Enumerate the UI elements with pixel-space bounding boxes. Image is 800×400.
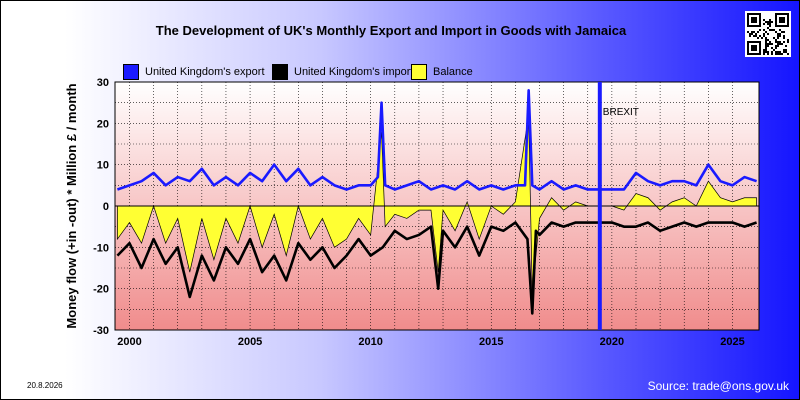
legend-item-import: United Kingdom's import [272, 63, 414, 81]
series-import-line [116, 221, 758, 315]
legend-label-export: United Kingdom's export [145, 66, 265, 78]
y-tick-label: -20 [93, 284, 109, 296]
legend-item-export: United Kingdom's export [123, 63, 265, 81]
y-axis-label: Money flow (+in -out) * Million £ / mont… [64, 83, 79, 328]
legend-item-balance: Balance [411, 63, 473, 81]
y-tick-label: 0 [103, 201, 109, 213]
legend-swatch-export [123, 64, 139, 80]
x-tick-label: 2015 [479, 336, 503, 348]
series-balance-area [117, 115, 757, 293]
qr-code-icon [745, 11, 791, 57]
brexit-label: BREXIT [603, 107, 639, 118]
y-tick-label: 20 [97, 118, 109, 130]
date-stamp: 20.8.2026 [27, 381, 63, 390]
y-tick-label: -30 [93, 325, 109, 337]
x-tick-label: 2020 [600, 336, 624, 348]
x-tick-label: 2010 [358, 336, 382, 348]
legend-swatch-balance [411, 64, 427, 80]
chart-title: The Development of UK's Monthly Export a… [155, 23, 627, 38]
source-credit: Source: trade@ons.gov.uk [647, 379, 789, 393]
x-tick-label: 2005 [238, 336, 262, 348]
x-tick-label: 2000 [117, 336, 141, 348]
series-export-line [116, 88, 758, 191]
y-tick-label: 10 [97, 160, 109, 172]
x-tick-label: 2025 [720, 336, 744, 348]
legend-label-balance: Balance [433, 66, 473, 78]
legend-label-import: United Kingdom's import [294, 66, 414, 78]
y-tick-label: 30 [97, 77, 109, 89]
y-tick-label: -10 [93, 242, 109, 254]
legend-swatch-import [272, 64, 288, 80]
